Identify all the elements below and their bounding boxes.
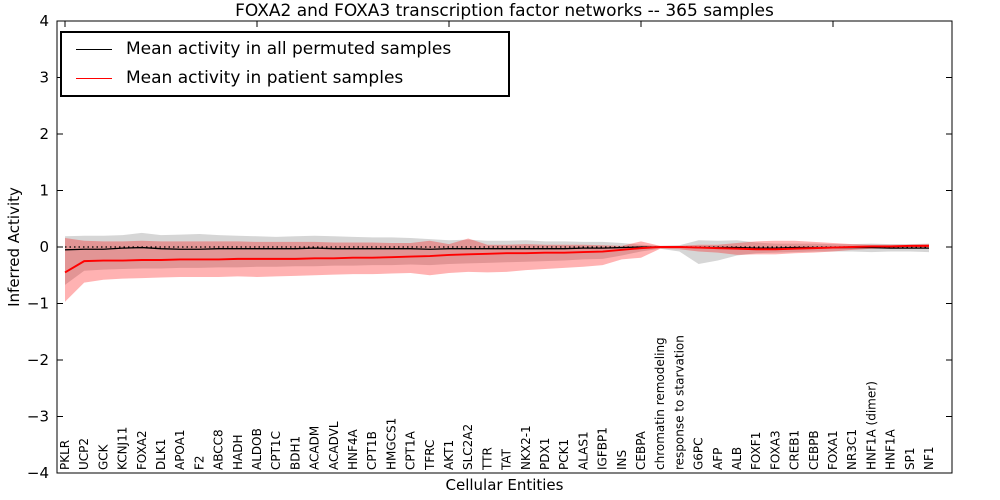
x-tick-label: PDX1 <box>538 438 552 470</box>
x-tick-label: KCNJ11 <box>116 427 130 470</box>
x-tick-label: FOXF1 <box>749 432 763 470</box>
permuted-band <box>65 232 929 285</box>
legend-label: Mean activity in all permuted samples <box>126 39 452 60</box>
x-tick-label: PCK1 <box>557 439 571 470</box>
x-tick-label: CPT1C <box>269 431 283 470</box>
y-tick-label: 2 <box>39 125 49 143</box>
y-tick-label: −1 <box>27 295 49 313</box>
y-tick-label: 1 <box>39 182 49 200</box>
x-tick-label: NF1 <box>922 446 936 470</box>
x-tick-label: ALB <box>730 447 744 470</box>
x-tick-label: AKT1 <box>442 440 456 470</box>
legend-box: Mean activity in all permuted samples Me… <box>60 31 510 97</box>
x-tick-label: HADH <box>231 435 245 471</box>
x-tick-label: GCK <box>96 443 110 470</box>
x-tick-label: HNF4A <box>346 428 360 470</box>
x-tick-label: IGFBP1 <box>596 427 610 470</box>
x-tick-label: FOXA1 <box>826 430 840 470</box>
patient-band <box>65 237 929 302</box>
legend-item-permuted: Mean activity in all permuted samples <box>62 36 508 64</box>
chart-title: FOXA2 and FOXA3 transcription factor net… <box>235 1 774 21</box>
x-tick-label: CPT1A <box>404 430 418 470</box>
x-tick-label: response to starvation <box>672 335 686 470</box>
x-tick-label: ALDOB <box>250 428 264 470</box>
x-tick-label: G6PC <box>692 437 706 470</box>
y-tick-label: 3 <box>39 69 49 87</box>
x-tick-label: HNF1A (dimer) <box>864 381 878 470</box>
x-tick-label: TAT <box>500 448 514 471</box>
x-tick-label: SP1 <box>903 448 917 471</box>
patient-mean-line <box>64 244 929 274</box>
y-tick-label: 0 <box>39 238 49 256</box>
legend-item-patient: Mean activity in patient samples <box>62 64 508 92</box>
x-axis-label: Cellular Entities <box>445 476 564 494</box>
permuted-mean-line <box>64 246 929 251</box>
x-tick-label: TTR <box>480 447 494 471</box>
x-tick-label: NR3C1 <box>845 429 859 470</box>
x-tick-label: HMGCS1 <box>384 418 398 470</box>
x-tick-label: UCP2 <box>77 438 91 470</box>
legend-line-sample-red <box>76 77 112 79</box>
x-tick-label: SLC2A2 <box>461 424 475 470</box>
x-tick-label: ACADM <box>308 426 322 470</box>
x-tick-label: DLK1 <box>154 439 168 470</box>
x-tick-label: APOA1 <box>173 429 187 470</box>
x-tick-label: chromatin remodeling <box>653 337 667 470</box>
x-tick-label: CEBPB <box>807 430 821 470</box>
x-tick-label: ABCC8 <box>212 429 226 470</box>
x-tick-label: FOXA3 <box>768 430 782 470</box>
legend-line-sample-black <box>76 49 112 51</box>
x-tick-label: FOXA2 <box>135 430 149 470</box>
x-tick-label: NKX2-1 <box>519 425 533 470</box>
y-tick-label: −3 <box>27 408 49 426</box>
x-tick-label: CEBPA <box>634 430 648 470</box>
x-tick-label: ALAS1 <box>576 431 590 470</box>
y-tick-label: −2 <box>27 351 49 369</box>
x-tick-label: PKLR <box>58 440 72 470</box>
x-tick-label: CREB1 <box>788 430 802 470</box>
y-tick-label: 4 <box>39 12 49 30</box>
x-tick-label: INS <box>615 450 629 470</box>
x-tick-label: HNF1A <box>884 428 898 470</box>
x-tick-label: ACADVL <box>327 421 341 470</box>
y-tick-label: −4 <box>27 464 49 482</box>
x-tick-label: AFP <box>711 448 725 470</box>
x-tick-label: TFRC <box>423 440 437 471</box>
y-axis-label: Inferred Activity <box>5 187 23 307</box>
x-tick-label: CPT1B <box>365 431 379 470</box>
x-tick-label: BDH1 <box>288 436 302 470</box>
legend-label: Mean activity in patient samples <box>126 67 404 88</box>
x-tick-label: F2 <box>192 455 206 470</box>
